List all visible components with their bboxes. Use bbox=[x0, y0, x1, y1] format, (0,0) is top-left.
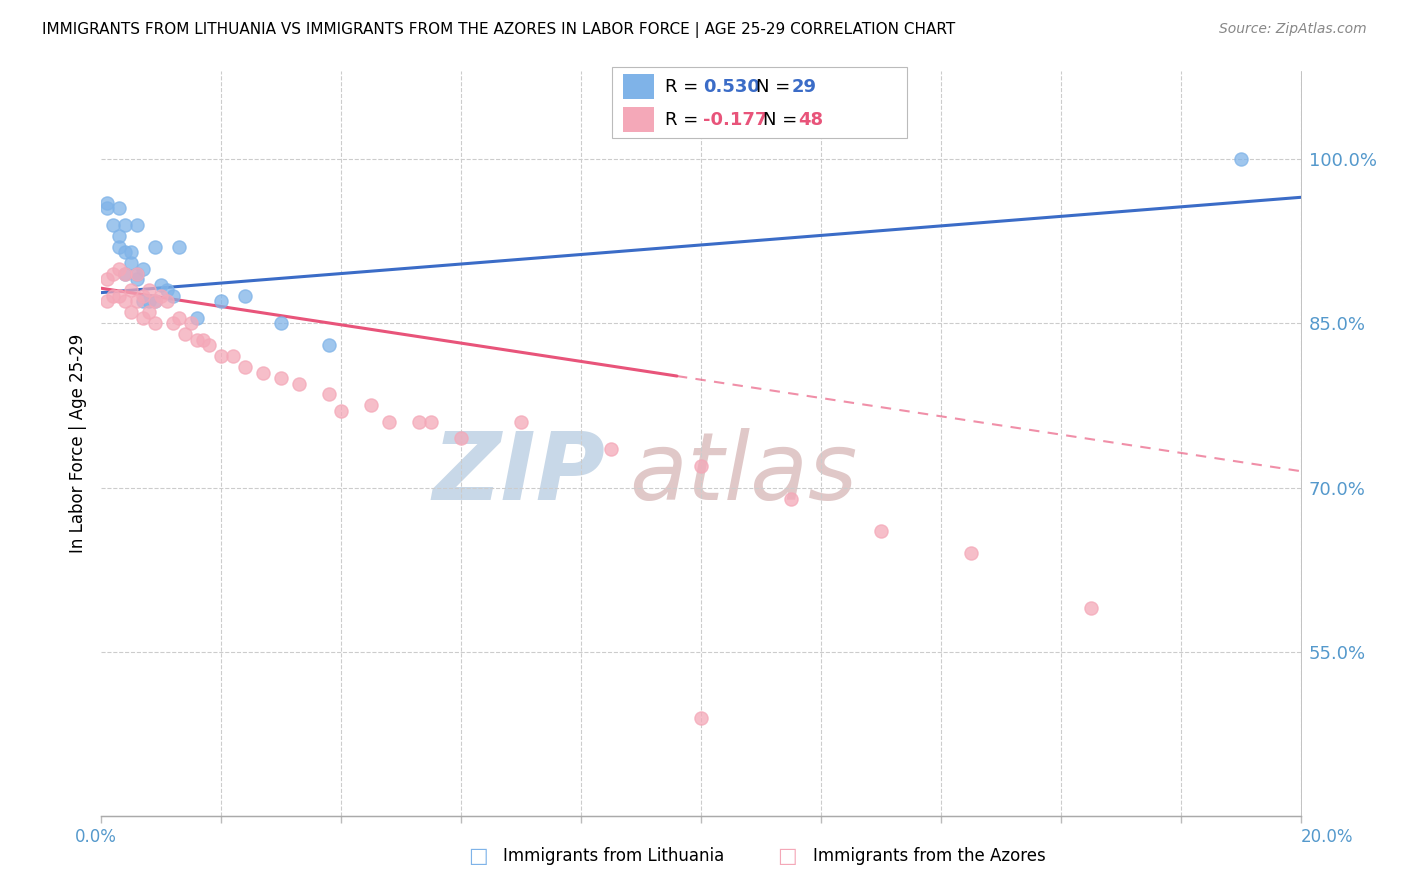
Point bbox=[1080, 601, 1102, 615]
Text: Immigrants from the Azores: Immigrants from the Azores bbox=[813, 847, 1046, 865]
Point bbox=[96, 201, 118, 215]
Point bbox=[378, 415, 401, 429]
Point bbox=[138, 294, 160, 309]
Point bbox=[108, 228, 131, 243]
Point bbox=[96, 195, 118, 210]
Point bbox=[108, 239, 131, 253]
Point bbox=[222, 349, 245, 363]
Point bbox=[132, 310, 155, 325]
Point bbox=[330, 404, 353, 418]
Point bbox=[162, 316, 184, 330]
Point bbox=[270, 316, 292, 330]
Point bbox=[318, 387, 340, 401]
Point bbox=[108, 201, 131, 215]
Point bbox=[156, 284, 179, 298]
Point bbox=[103, 289, 125, 303]
Point bbox=[288, 376, 311, 391]
Point bbox=[120, 245, 142, 260]
Point bbox=[198, 338, 221, 352]
Text: -0.177: -0.177 bbox=[703, 111, 768, 128]
Point bbox=[150, 289, 173, 303]
Point bbox=[132, 261, 155, 276]
Point bbox=[138, 305, 160, 319]
Point bbox=[156, 294, 179, 309]
Point bbox=[209, 294, 232, 309]
Point bbox=[420, 415, 443, 429]
Point bbox=[120, 256, 142, 270]
Point bbox=[143, 294, 166, 309]
Point bbox=[186, 310, 208, 325]
Point bbox=[510, 415, 533, 429]
Point bbox=[233, 289, 256, 303]
Point bbox=[252, 366, 274, 380]
Text: N =: N = bbox=[763, 111, 803, 128]
Point bbox=[186, 333, 208, 347]
Text: atlas: atlas bbox=[628, 428, 858, 519]
Point bbox=[143, 239, 166, 253]
Point bbox=[360, 399, 382, 413]
Text: Immigrants from Lithuania: Immigrants from Lithuania bbox=[503, 847, 724, 865]
Point bbox=[193, 333, 215, 347]
Point bbox=[167, 310, 190, 325]
Point bbox=[96, 272, 118, 286]
Point bbox=[108, 289, 131, 303]
Point bbox=[162, 289, 184, 303]
Point bbox=[600, 442, 623, 457]
Point bbox=[270, 371, 292, 385]
Point bbox=[127, 218, 149, 232]
Point bbox=[120, 305, 142, 319]
Point bbox=[127, 267, 149, 281]
Point bbox=[689, 458, 711, 473]
Point bbox=[120, 284, 142, 298]
Text: R =: R = bbox=[665, 78, 704, 95]
Point bbox=[869, 524, 891, 539]
Point bbox=[959, 546, 981, 560]
Point bbox=[689, 710, 711, 724]
Text: ZIP: ZIP bbox=[432, 427, 605, 519]
Point bbox=[114, 267, 136, 281]
Point bbox=[108, 261, 131, 276]
Point bbox=[143, 294, 166, 309]
Point bbox=[138, 284, 160, 298]
Text: IMMIGRANTS FROM LITHUANIA VS IMMIGRANTS FROM THE AZORES IN LABOR FORCE | AGE 25-: IMMIGRANTS FROM LITHUANIA VS IMMIGRANTS … bbox=[42, 22, 956, 38]
Point bbox=[132, 294, 155, 309]
Point bbox=[1229, 152, 1251, 166]
Point bbox=[150, 277, 173, 292]
Text: □: □ bbox=[468, 847, 488, 866]
Text: Source: ZipAtlas.com: Source: ZipAtlas.com bbox=[1219, 22, 1367, 37]
Point bbox=[114, 267, 136, 281]
Point bbox=[127, 272, 149, 286]
Point bbox=[233, 360, 256, 375]
Text: 0.0%: 0.0% bbox=[75, 828, 117, 846]
Y-axis label: In Labor Force | Age 25-29: In Labor Force | Age 25-29 bbox=[69, 334, 87, 553]
Point bbox=[114, 245, 136, 260]
Text: 29: 29 bbox=[792, 78, 817, 95]
Point bbox=[132, 289, 155, 303]
Point bbox=[408, 415, 430, 429]
Text: 20.0%: 20.0% bbox=[1301, 828, 1354, 846]
Point bbox=[96, 294, 118, 309]
Text: 0.530: 0.530 bbox=[703, 78, 759, 95]
Point bbox=[209, 349, 232, 363]
Point bbox=[103, 218, 125, 232]
Point bbox=[174, 327, 197, 342]
Point bbox=[180, 316, 202, 330]
Point bbox=[127, 267, 149, 281]
Point bbox=[127, 294, 149, 309]
Point bbox=[103, 267, 125, 281]
Point bbox=[114, 294, 136, 309]
Point bbox=[450, 431, 472, 445]
Text: 48: 48 bbox=[799, 111, 824, 128]
Text: □: □ bbox=[778, 847, 797, 866]
Text: N =: N = bbox=[756, 78, 796, 95]
Point bbox=[143, 316, 166, 330]
Text: R =: R = bbox=[665, 111, 704, 128]
Point bbox=[779, 491, 801, 506]
Point bbox=[114, 218, 136, 232]
Point bbox=[318, 338, 340, 352]
Point bbox=[167, 239, 190, 253]
